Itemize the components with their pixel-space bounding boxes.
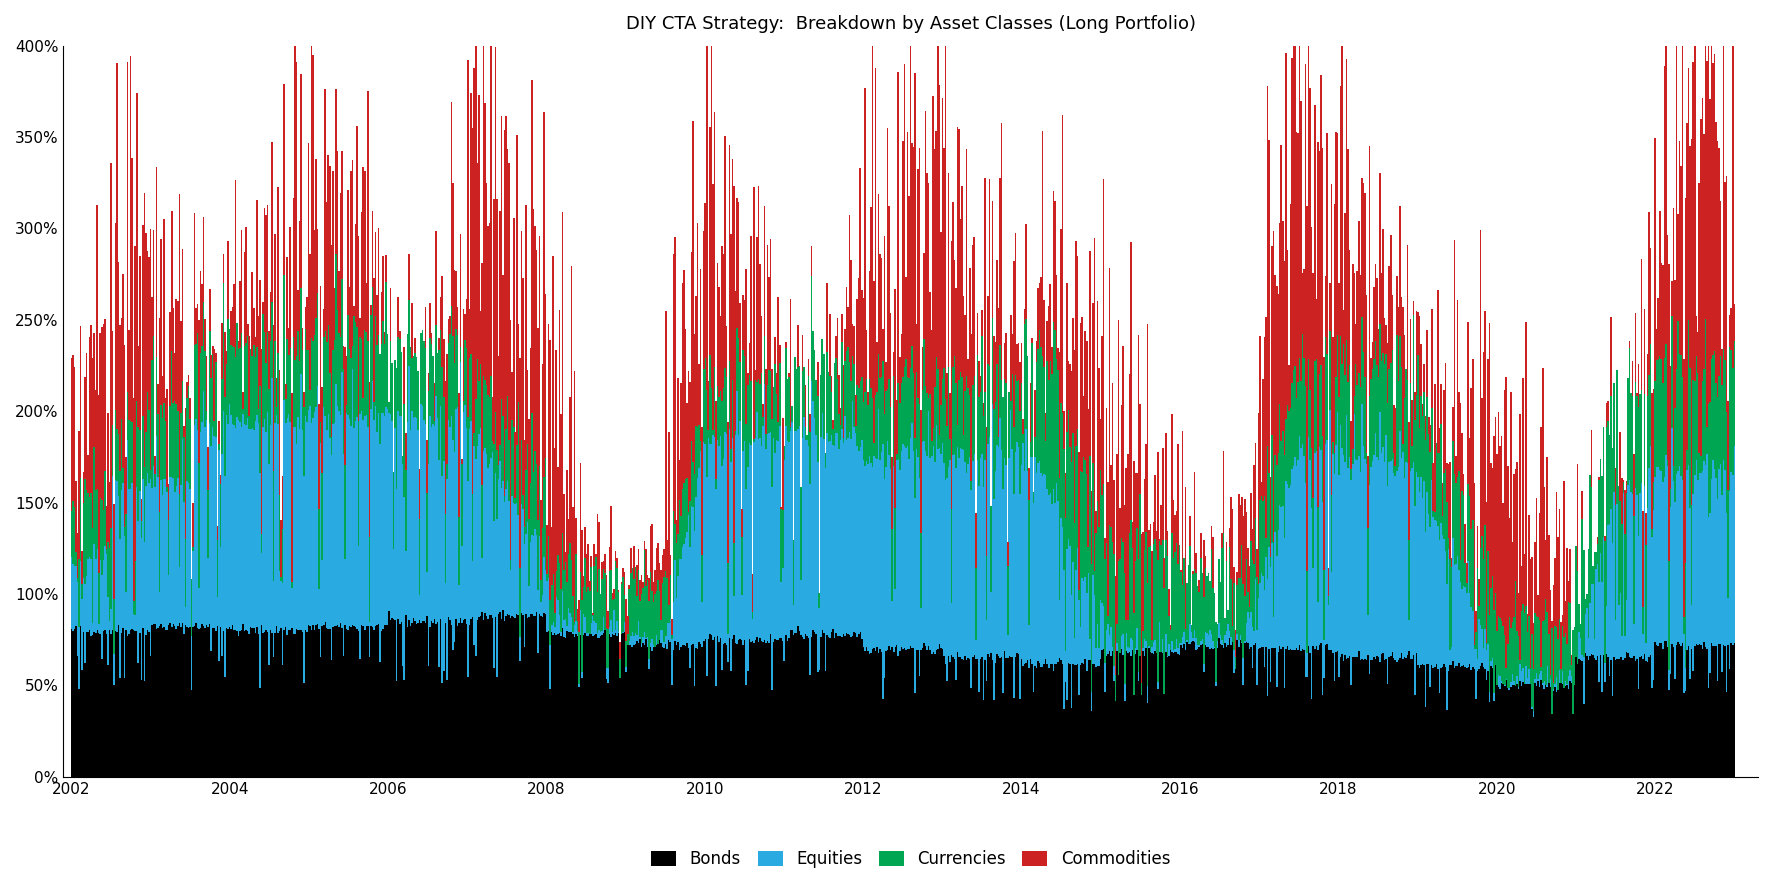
Title: DIY CTA Strategy:  Breakdown by Asset Classes (Long Portfolio): DIY CTA Strategy: Breakdown by Asset Cla… xyxy=(626,15,1195,33)
Legend: Bonds, Equities, Currencies, Commodities: Bonds, Equities, Currencies, Commodities xyxy=(645,843,1177,874)
